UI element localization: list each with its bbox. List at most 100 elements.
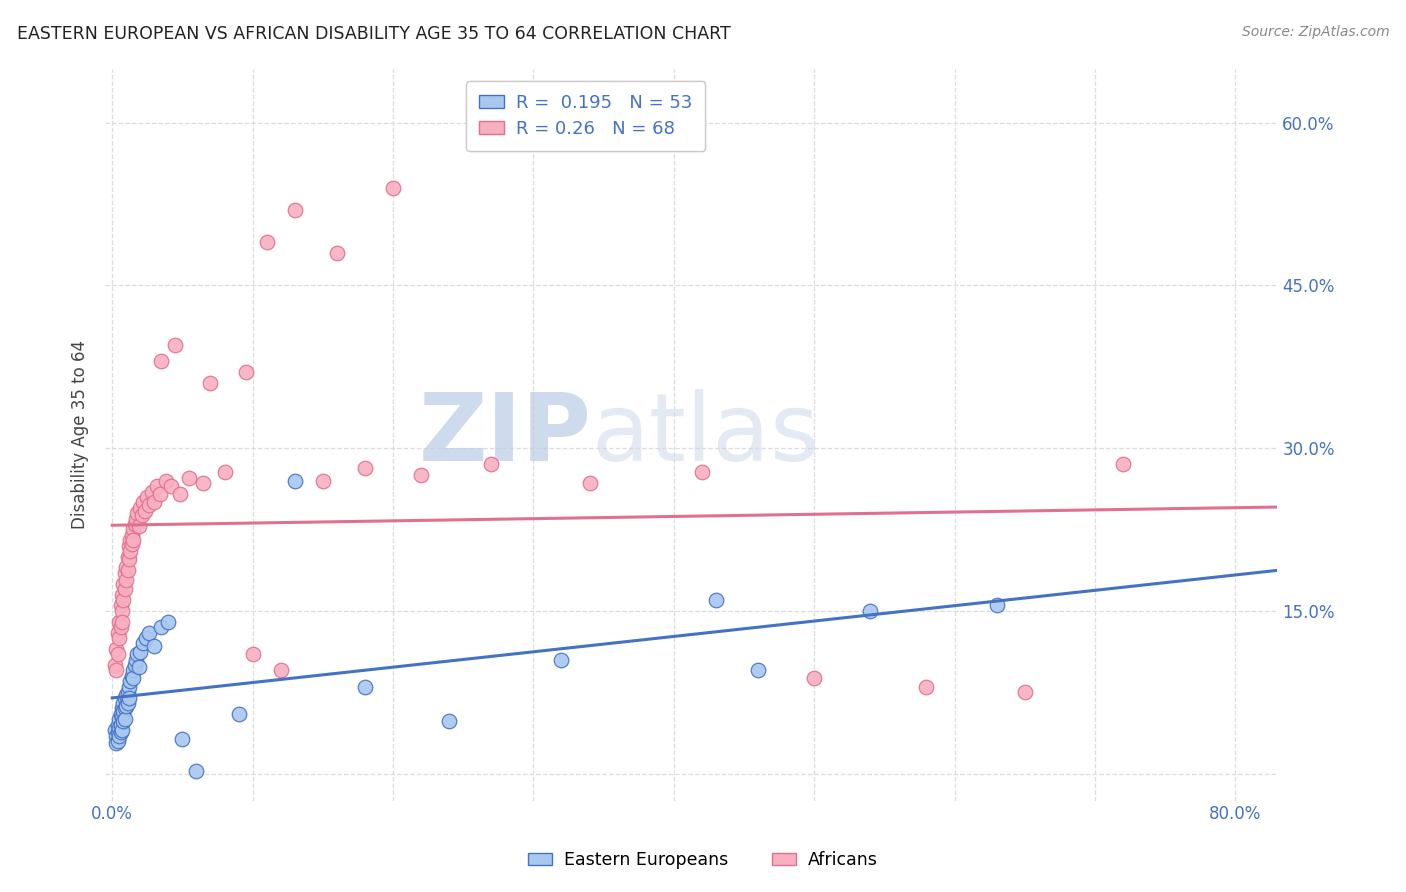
Point	[122, 523, 145, 537]
Point	[112, 576, 135, 591]
Point	[125, 511, 148, 525]
Point	[256, 235, 278, 249]
Point	[135, 631, 157, 645]
Point	[108, 729, 131, 743]
Point	[550, 652, 572, 666]
Point	[704, 593, 727, 607]
Point	[134, 504, 156, 518]
Point	[108, 631, 131, 645]
Point	[132, 636, 155, 650]
Point	[104, 723, 127, 738]
Point	[200, 376, 222, 390]
Point	[110, 706, 132, 721]
Point	[136, 490, 159, 504]
Y-axis label: Disability Age 35 to 64: Disability Age 35 to 64	[72, 340, 89, 529]
Point	[117, 563, 139, 577]
Point	[242, 647, 264, 661]
Point	[107, 734, 129, 748]
Point	[747, 664, 769, 678]
Text: atlas: atlas	[592, 389, 820, 481]
Point	[155, 474, 177, 488]
Point	[112, 714, 135, 729]
Point	[118, 680, 141, 694]
Point	[112, 593, 135, 607]
Point	[110, 620, 132, 634]
Point	[104, 658, 127, 673]
Point	[121, 528, 143, 542]
Point	[146, 479, 169, 493]
Point	[111, 604, 134, 618]
Point	[132, 495, 155, 509]
Point	[128, 660, 150, 674]
Point	[149, 486, 172, 500]
Point	[143, 495, 166, 509]
Point	[117, 696, 139, 710]
Point	[125, 652, 148, 666]
Point	[111, 710, 134, 724]
Point	[160, 479, 183, 493]
Point	[114, 582, 136, 596]
Point	[354, 680, 377, 694]
Point	[110, 599, 132, 613]
Point	[128, 519, 150, 533]
Point	[111, 723, 134, 738]
Point	[110, 717, 132, 731]
Point	[108, 721, 131, 735]
Legend: Eastern Europeans, Africans: Eastern Europeans, Africans	[520, 845, 886, 876]
Point	[114, 701, 136, 715]
Point	[284, 474, 307, 488]
Point	[105, 664, 128, 678]
Point	[115, 574, 138, 588]
Point	[117, 685, 139, 699]
Point	[382, 181, 405, 195]
Point	[270, 664, 292, 678]
Point	[105, 736, 128, 750]
Point	[105, 641, 128, 656]
Point	[124, 658, 146, 673]
Point	[1112, 458, 1135, 472]
Point	[312, 474, 335, 488]
Point	[122, 533, 145, 548]
Point	[118, 539, 141, 553]
Text: ZIP: ZIP	[419, 389, 592, 481]
Point	[107, 625, 129, 640]
Point	[121, 536, 143, 550]
Point	[214, 465, 236, 479]
Point	[107, 725, 129, 739]
Point	[111, 588, 134, 602]
Point	[110, 725, 132, 739]
Point	[107, 717, 129, 731]
Point	[165, 338, 187, 352]
Point	[124, 516, 146, 531]
Point	[690, 465, 713, 479]
Point	[179, 471, 201, 485]
Point	[115, 689, 138, 703]
Text: EASTERN EUROPEAN VS AFRICAN DISABILITY AGE 35 TO 64 CORRELATION CHART: EASTERN EUROPEAN VS AFRICAN DISABILITY A…	[17, 25, 731, 43]
Point	[129, 500, 152, 515]
Point	[122, 664, 145, 678]
Point	[127, 506, 149, 520]
Point	[114, 712, 136, 726]
Point	[150, 354, 173, 368]
Point	[117, 549, 139, 564]
Point	[915, 680, 938, 694]
Point	[114, 690, 136, 705]
Point	[437, 714, 460, 729]
Point	[105, 729, 128, 743]
Point	[111, 615, 134, 629]
Point	[118, 551, 141, 566]
Point	[235, 365, 257, 379]
Text: Source: ZipAtlas.com: Source: ZipAtlas.com	[1241, 25, 1389, 39]
Point	[108, 712, 131, 726]
Point	[479, 458, 502, 472]
Point	[131, 508, 153, 523]
Point	[803, 671, 825, 685]
Point	[578, 475, 600, 490]
Point	[228, 706, 250, 721]
Point	[120, 674, 142, 689]
Point	[138, 498, 160, 512]
Point	[118, 690, 141, 705]
Point	[169, 486, 191, 500]
Point	[112, 696, 135, 710]
Point	[409, 468, 432, 483]
